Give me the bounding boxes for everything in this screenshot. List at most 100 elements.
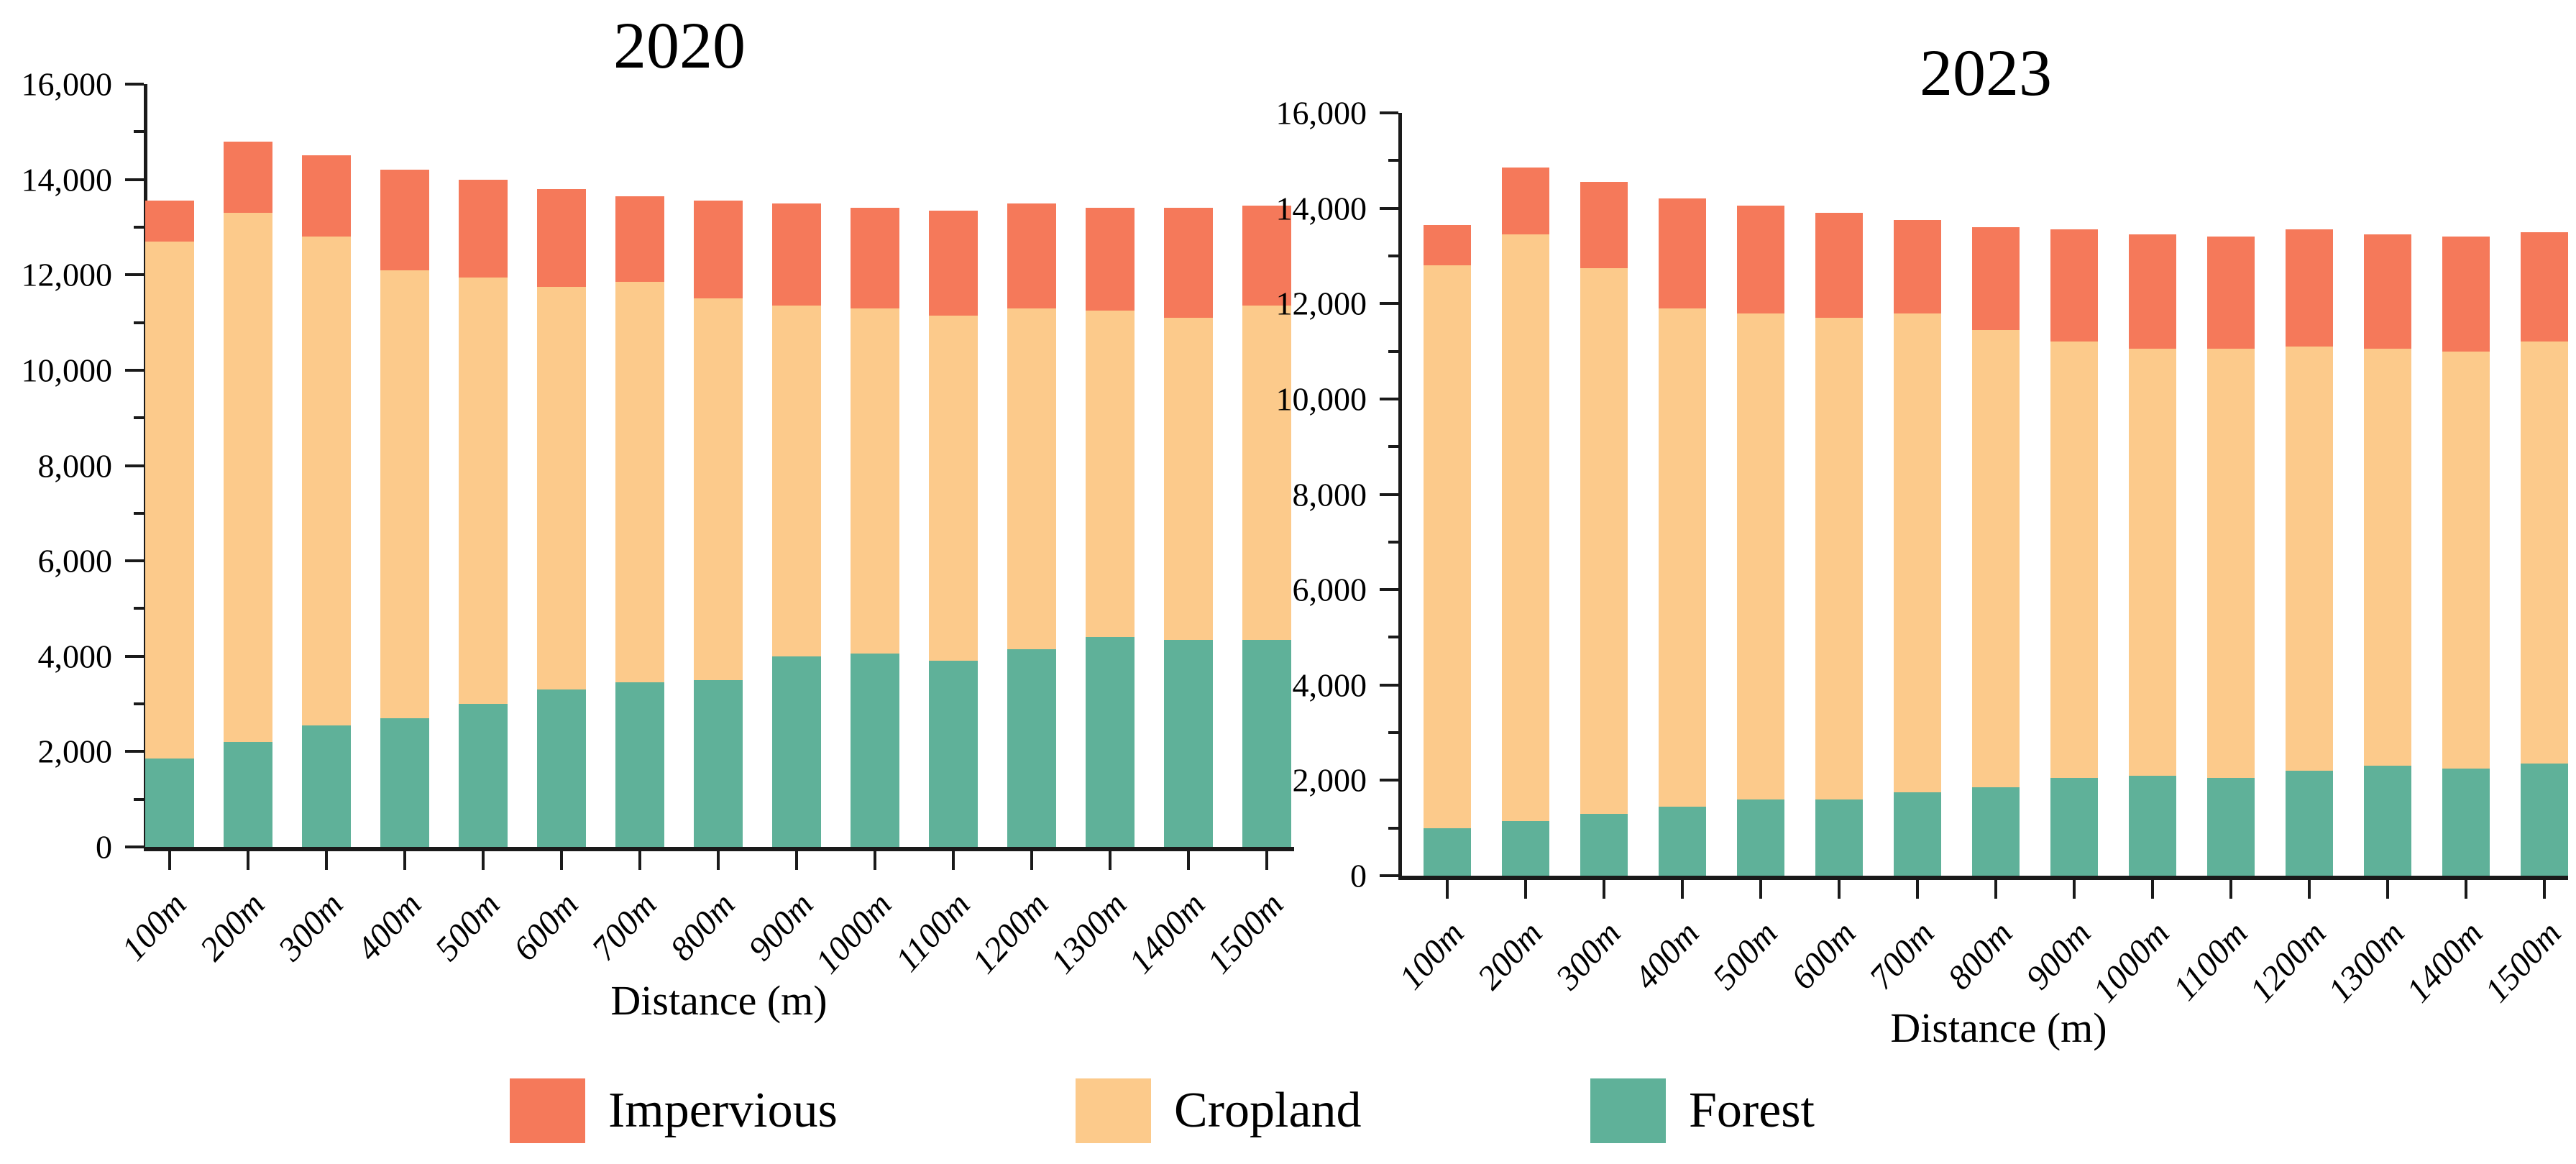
bar-2020-1000m [851, 208, 899, 847]
bar-segment-cropland [929, 315, 978, 661]
bar-segment-cropland [380, 270, 429, 718]
bar-segment-impervious [145, 201, 194, 242]
bar-2020-700m [615, 196, 664, 847]
bar-segment-forest [2129, 775, 2176, 876]
bar-segment-forest [929, 661, 978, 847]
bar-segment-cropland [1164, 317, 1213, 640]
bar-segment-forest [1086, 637, 1135, 847]
y-major-tick [125, 464, 144, 467]
bar-segment-forest [1424, 828, 1471, 876]
y-major-tick [1380, 874, 1398, 877]
bar-segment-forest [1972, 787, 2020, 876]
y-major-tick [1380, 683, 1398, 687]
bar-segment-cropland [459, 277, 508, 705]
y-major-tick [125, 83, 144, 86]
bar-segment-cropland [1972, 329, 2020, 788]
bar-segment-impervious [1242, 206, 1291, 306]
bar-segment-cropland [1086, 310, 1135, 638]
bar-segment-forest [2364, 766, 2411, 876]
bar-2020-400m [380, 170, 429, 847]
x-tick [2386, 880, 2389, 899]
bar-segment-impervious [224, 141, 272, 214]
bar-2023-800m [1972, 227, 2020, 876]
bar-segment-cropland [2050, 342, 2098, 779]
y-tick-label: 12,000 [21, 256, 113, 293]
bar-segment-forest [1242, 639, 1291, 847]
x-tick [247, 851, 249, 870]
bar-segment-forest [694, 679, 743, 847]
y-tick-label: 0 [96, 828, 112, 866]
bar-segment-cropland [851, 308, 899, 654]
bar-segment-cropland [1815, 318, 1863, 799]
x-tick [2465, 880, 2467, 899]
y-minor-tick [1388, 731, 1398, 735]
bar-segment-forest [615, 682, 664, 847]
bar-segment-forest [1580, 813, 1628, 876]
x-tick [482, 851, 485, 870]
x-tick [1681, 880, 1684, 899]
bar-2023-1500m [2521, 232, 2568, 876]
y-tick-label: 0 [1350, 857, 1367, 894]
y-tick-label: 8,000 [1292, 476, 1367, 513]
legend-entry-cropland: Cropland [1076, 1078, 1362, 1143]
bar-2023-300m [1580, 182, 1628, 876]
bar-segment-forest [2207, 778, 2255, 876]
bar-segment-cropland [537, 286, 586, 690]
bar-segment-forest [224, 742, 272, 847]
x-tick [1446, 880, 1449, 899]
bar-segment-impervious [1424, 224, 1471, 266]
bar-segment-forest [1737, 799, 1784, 876]
y-major-tick [1380, 397, 1398, 400]
bar-segment-forest [2442, 768, 2490, 876]
y-tick-label: 16,000 [21, 65, 113, 103]
bar-segment-forest [2050, 778, 2098, 876]
chart-title-2020: 2020 [613, 9, 746, 82]
bar-segment-impervious [2364, 234, 2411, 349]
x-tick [1187, 851, 1190, 870]
bar-segment-impervious [302, 155, 351, 237]
bar-segment-cropland [2129, 349, 2176, 776]
bar-segment-impervious [851, 208, 899, 308]
x-tick [325, 851, 328, 870]
y-minor-tick [134, 702, 144, 706]
x-tick [1030, 851, 1033, 870]
bar-2023-100m [1424, 224, 1471, 876]
y-minor-tick [134, 416, 144, 420]
bar-segment-cropland [1424, 265, 1471, 828]
x-tick [2073, 880, 2076, 899]
x-tick [1838, 880, 1841, 899]
bar-2020-1400m [1164, 208, 1213, 847]
x-tick [1994, 880, 1997, 899]
y-tick-label: 10,000 [21, 352, 113, 389]
bar-segment-impervious [929, 210, 978, 316]
y-minor-tick [1388, 349, 1398, 353]
bar-2023-1300m [2364, 234, 2411, 876]
bar-2020-1200m [1007, 203, 1056, 847]
y-tick-label: 16,000 [1275, 94, 1367, 132]
bar-2023-1400m [2442, 237, 2490, 876]
y-major-tick [125, 273, 144, 277]
y-minor-tick [1388, 826, 1398, 830]
y-tick-label: 14,000 [1275, 190, 1367, 227]
bar-segment-forest [1007, 649, 1056, 847]
y-major-tick [125, 750, 144, 753]
y-minor-tick [134, 321, 144, 324]
legend-label: Cropland [1174, 1083, 1362, 1138]
bar-segment-forest [145, 759, 194, 847]
x-axis-title: Distance (m) [1890, 1004, 2107, 1051]
bar-segment-forest [1815, 799, 1863, 876]
legend-swatch-forest [1590, 1078, 1666, 1143]
bar-segment-forest [772, 656, 821, 847]
bar-segment-cropland [2521, 342, 2568, 764]
bar-segment-impervious [2207, 237, 2255, 349]
bar-segment-forest [1659, 806, 1706, 876]
bar-segment-forest [851, 654, 899, 847]
bar-segment-cropland [2442, 351, 2490, 769]
y-major-tick [1380, 588, 1398, 592]
bar-2020-1100m [929, 210, 978, 847]
y-minor-tick [1388, 445, 1398, 449]
legend-swatch-impervious [510, 1078, 585, 1143]
bar-segment-impervious [1007, 203, 1056, 308]
bar-2020-800m [694, 201, 743, 847]
